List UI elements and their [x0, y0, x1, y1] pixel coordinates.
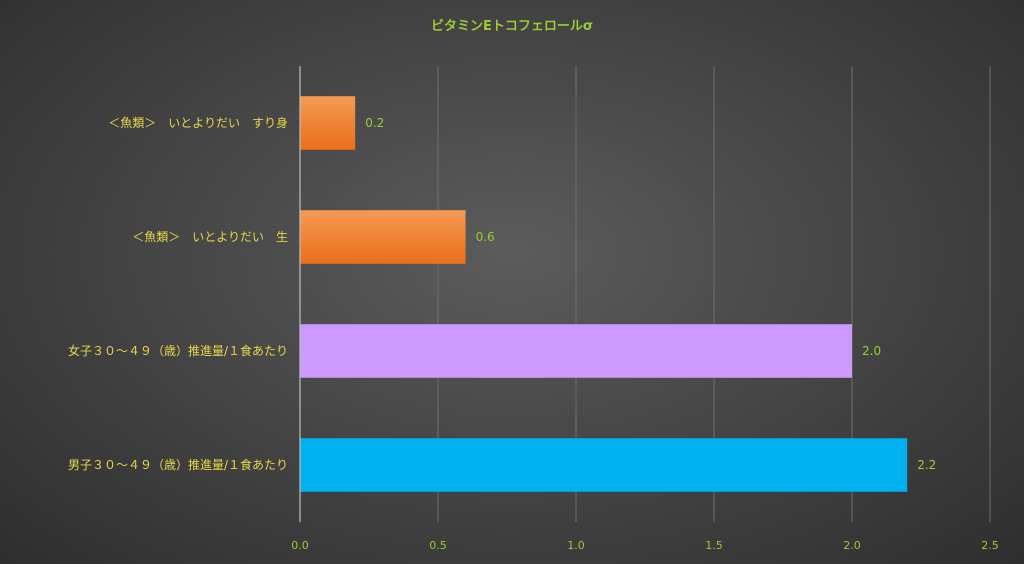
- x-tick-label: 2.0: [843, 539, 861, 552]
- category-label: 男子３０～４９（歳）推進量/１食あたり: [68, 457, 288, 472]
- bar: [300, 96, 356, 150]
- data-label: 2.0: [862, 344, 881, 358]
- category-label: ＜魚類＞ いとよりだい 生: [132, 230, 288, 244]
- data-label: 0.2: [365, 116, 384, 130]
- x-tick-label: 2.5: [981, 539, 999, 552]
- x-tick-label: 1.5: [705, 539, 723, 552]
- x-tick-label: 0.5: [429, 539, 447, 552]
- bar: [300, 438, 908, 492]
- x-tick-labels: 0.0 0.5 1.0 1.5 2.0 2.5: [291, 539, 999, 552]
- chart-title: ビタミンEトコフェロールσ: [431, 18, 593, 34]
- bars: [300, 96, 908, 492]
- data-label: 0.6: [476, 230, 495, 244]
- category-label: ＜魚類＞ いとよりだい すり身: [108, 115, 288, 130]
- data-labels: 0.2 0.6 2.0 2.2: [365, 116, 936, 472]
- category-label: 女子３０～４９（歳）推進量/１食あたり: [68, 343, 288, 358]
- category-labels: ＜魚類＞ いとよりだい すり身 ＜魚類＞ いとよりだい 生女子３０～４９（歳）推進…: [68, 115, 288, 472]
- bar: [300, 324, 852, 378]
- x-tick-label: 0.0: [291, 539, 309, 552]
- bar: [300, 210, 466, 264]
- x-tick-label: 1.0: [567, 539, 585, 552]
- data-label: 2.2: [917, 458, 936, 472]
